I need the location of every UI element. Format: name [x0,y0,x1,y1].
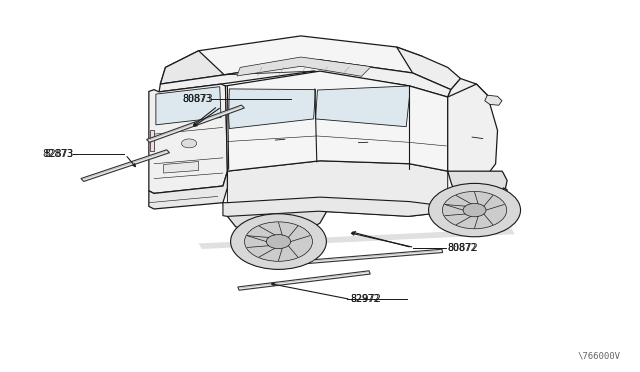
Polygon shape [150,131,154,151]
Polygon shape [228,89,316,129]
Polygon shape [164,161,198,173]
Polygon shape [223,197,448,217]
Circle shape [266,235,291,248]
Text: 80873: 80873 [182,93,214,103]
Text: \766000V: \766000V [577,351,620,360]
Circle shape [429,183,520,237]
Text: 82972: 82972 [351,294,381,304]
Polygon shape [159,60,451,97]
Polygon shape [448,171,507,200]
Polygon shape [225,71,448,171]
Polygon shape [156,87,221,125]
Text: 82873: 82873 [43,150,74,160]
Polygon shape [81,150,170,182]
Polygon shape [227,161,448,217]
Polygon shape [316,86,410,127]
Circle shape [463,203,486,217]
Polygon shape [223,199,326,235]
Circle shape [442,192,507,229]
Text: 80872: 80872 [448,243,479,253]
Circle shape [181,139,196,148]
Polygon shape [448,171,502,194]
Polygon shape [448,188,507,218]
Text: 82873: 82873 [44,150,74,160]
Polygon shape [448,84,497,179]
Polygon shape [238,271,370,290]
Polygon shape [161,51,224,84]
Polygon shape [149,171,227,209]
Polygon shape [306,249,443,264]
Polygon shape [198,229,515,249]
Circle shape [244,222,312,261]
Text: 80873: 80873 [182,93,212,103]
Polygon shape [149,84,227,193]
Text: 80872: 80872 [448,243,477,253]
Polygon shape [448,78,487,127]
Polygon shape [161,36,422,84]
Polygon shape [237,57,371,76]
Polygon shape [147,105,244,142]
Polygon shape [484,95,502,105]
Polygon shape [397,47,461,90]
Text: 82972: 82972 [351,294,380,304]
Circle shape [230,214,326,269]
